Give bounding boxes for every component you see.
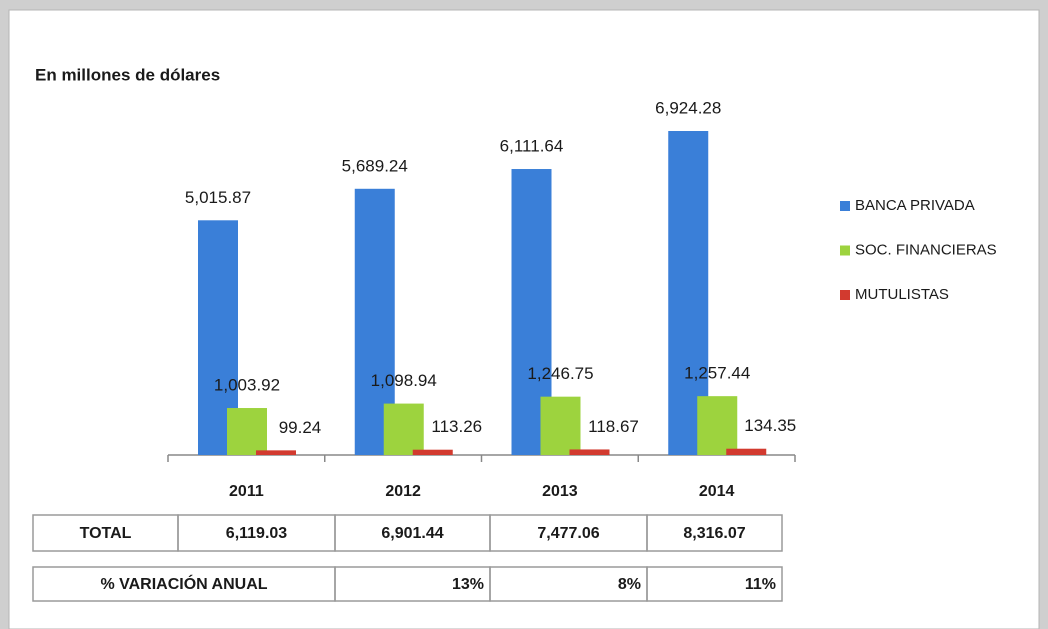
- data-label: 118.67: [588, 417, 639, 436]
- data-label: 1,003.92: [214, 376, 280, 395]
- legend-swatch: [840, 245, 850, 256]
- table-text: TOTAL: [80, 525, 132, 542]
- data-label: 134.35: [744, 416, 796, 435]
- bar: [540, 396, 581, 455]
- x-tick-label: 2012: [385, 483, 421, 500]
- bar: [726, 448, 767, 455]
- data-label: 113.26: [431, 417, 482, 436]
- table-text: 8,316.07: [683, 525, 745, 542]
- table-text: 7,477.06: [537, 525, 599, 542]
- x-tick-label: 2014: [699, 483, 735, 500]
- x-tick-label: 2011: [229, 483, 264, 500]
- data-label: 5,015.87: [185, 188, 251, 207]
- table-text: % VARIACIÓN ANUAL: [100, 574, 267, 593]
- bar: [383, 403, 424, 455]
- data-label: 5,689.24: [342, 156, 408, 175]
- bar: [256, 450, 296, 455]
- table-text: 6,119.03: [226, 525, 288, 542]
- table-cell: [646, 514, 783, 552]
- bar: [412, 449, 453, 455]
- legend-swatch: [840, 201, 850, 211]
- data-label: 1,246.75: [527, 364, 593, 383]
- legend-label: SOC. FINANCIERAS: [855, 241, 997, 258]
- table-text: 11%: [745, 576, 776, 593]
- table-cell: [646, 566, 783, 602]
- data-label: 6,924.28: [655, 98, 721, 117]
- bar: [697, 396, 738, 455]
- legend-swatch: [840, 290, 850, 300]
- bar: [569, 449, 610, 455]
- data-label: 6,111.64: [500, 137, 564, 156]
- legend-label: BANCA PRIVADA: [855, 197, 975, 214]
- table-text: 8%: [618, 576, 641, 593]
- chart-title: En millones de dólares: [35, 65, 220, 84]
- legend-label: MUTULISTAS: [855, 286, 949, 303]
- table-text: 13%: [452, 576, 484, 593]
- data-label: 99.24: [279, 418, 322, 437]
- data-label: 1,098.94: [371, 371, 437, 390]
- table-text: 6,901.44: [381, 525, 443, 542]
- x-tick-label: 2013: [542, 483, 578, 500]
- bar: [227, 408, 267, 455]
- data-label: 1,257.44: [684, 364, 750, 383]
